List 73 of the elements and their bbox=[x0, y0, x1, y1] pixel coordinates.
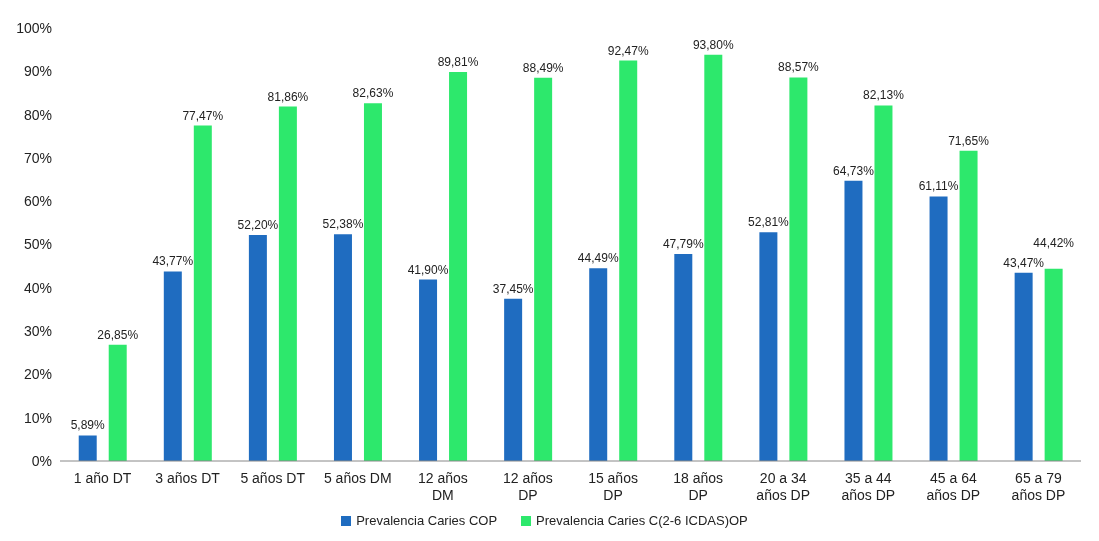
data-label: 64,73% bbox=[833, 163, 875, 178]
data-label: 37,45% bbox=[492, 281, 534, 296]
bar bbox=[534, 77, 553, 461]
x-tick-label: 5 años DM bbox=[323, 470, 392, 486]
legend-label: Prevalencia Caries COP bbox=[356, 513, 498, 528]
y-tick-label: 0% bbox=[31, 452, 52, 469]
bar bbox=[1014, 272, 1033, 461]
x-tick-label: 20 a 34 años DP bbox=[756, 470, 811, 503]
y-tick-label: 90% bbox=[23, 63, 52, 80]
y-tick-label: 80% bbox=[23, 106, 52, 123]
bar bbox=[844, 180, 863, 461]
bar bbox=[278, 106, 297, 461]
data-label: 77,47% bbox=[182, 108, 224, 123]
data-label: 5,89% bbox=[70, 418, 106, 433]
x-tick-label: 1 año DT bbox=[73, 470, 132, 486]
x-tick-label: 12 años DM bbox=[417, 470, 468, 503]
x-tick-label: 5 años DT bbox=[240, 470, 306, 486]
bar bbox=[759, 232, 778, 461]
y-tick-label: 60% bbox=[23, 193, 52, 210]
bar bbox=[108, 344, 127, 461]
x-tick-label: 3 años DT bbox=[155, 470, 221, 486]
data-label: 43,47% bbox=[1003, 255, 1045, 270]
legend-label: Prevalencia Caries C(2-6 ICDAS)OP bbox=[536, 513, 748, 528]
bar bbox=[363, 103, 382, 461]
x-tick-label: 12 años DP bbox=[503, 470, 553, 503]
data-label: 52,81% bbox=[748, 215, 790, 230]
bar bbox=[589, 268, 608, 461]
data-label: 81,86% bbox=[267, 89, 309, 104]
bar bbox=[193, 125, 212, 461]
bar bbox=[333, 234, 352, 461]
bar bbox=[789, 77, 808, 461]
data-label: 92,47% bbox=[607, 43, 649, 58]
y-tick-label: 100% bbox=[16, 19, 52, 36]
x-tick-label: 45 a 64 años DP bbox=[926, 470, 981, 503]
data-label: 41,90% bbox=[407, 262, 449, 277]
bar bbox=[78, 435, 97, 461]
x-tick-label: 18 años DP bbox=[673, 470, 724, 503]
y-tick-label: 10% bbox=[23, 409, 52, 426]
x-tick-label: 15 años DP bbox=[588, 470, 638, 503]
data-label: 47,79% bbox=[662, 237, 704, 252]
bar bbox=[619, 60, 638, 461]
data-label: 88,57% bbox=[778, 60, 820, 75]
data-label: 52,20% bbox=[237, 217, 279, 232]
data-label: 93,80% bbox=[692, 37, 734, 52]
bar bbox=[929, 196, 948, 461]
x-tick-label: 65 a 79 años DP bbox=[1011, 470, 1066, 503]
data-label: 89,81% bbox=[437, 55, 479, 70]
y-tick-label: 50% bbox=[23, 236, 52, 253]
bar bbox=[504, 298, 523, 461]
data-label: 43,77% bbox=[152, 254, 194, 269]
bar bbox=[1044, 268, 1063, 461]
data-label: 88,49% bbox=[522, 60, 564, 75]
bar bbox=[419, 279, 438, 461]
bar bbox=[248, 234, 267, 461]
data-label: 82,63% bbox=[352, 86, 394, 101]
data-label: 26,85% bbox=[97, 327, 139, 342]
bar bbox=[704, 54, 723, 461]
bar bbox=[874, 105, 893, 461]
bar bbox=[959, 150, 978, 461]
y-tick-label: 20% bbox=[23, 366, 52, 383]
data-label: 44,42% bbox=[1033, 235, 1075, 250]
bar bbox=[674, 254, 693, 461]
x-tick-label: 35 a 44 años DP bbox=[841, 470, 896, 503]
bar bbox=[163, 271, 182, 461]
data-label: 52,38% bbox=[322, 217, 364, 232]
y-tick-label: 30% bbox=[23, 323, 52, 340]
y-tick-label: 40% bbox=[23, 279, 52, 296]
data-label: 61,11% bbox=[918, 179, 959, 194]
data-label: 82,13% bbox=[863, 88, 905, 103]
y-tick-label: 70% bbox=[23, 149, 52, 166]
bar bbox=[449, 72, 468, 461]
data-label: 44,49% bbox=[577, 251, 619, 266]
data-label: 71,65% bbox=[948, 133, 990, 148]
